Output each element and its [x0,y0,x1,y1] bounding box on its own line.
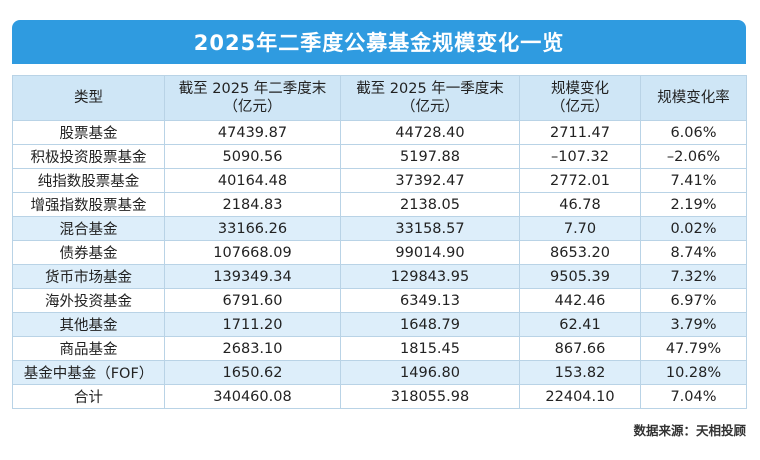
cell-change: 442.46 [519,288,641,313]
cell-q1: 44728.40 [340,120,520,145]
cell-change: 9505.39 [519,264,641,289]
cell-q1: 5197.88 [340,144,520,169]
cell-q2: 6791.60 [164,288,341,313]
data-source: 数据来源：天相投顾 [633,423,746,438]
table-row: 增强指数股票基金 2184.83 2138.05 46.78 2.19% [12,192,747,217]
cell-change: 7.70 [519,216,641,241]
table-row: 股票基金 47439.87 44728.40 2711.47 6.06% [12,120,747,145]
cell-type: 混合基金 [12,216,165,241]
cell-q1: 318055.98 [340,384,520,409]
cell-q1: 6349.13 [340,288,520,313]
cell-rate: 0.02% [640,216,747,241]
cell-type: 合计 [12,384,165,409]
header-change: 规模变化 （亿元） [519,75,641,121]
cell-q2: 5090.56 [164,144,341,169]
cell-rate: –2.06% [640,144,747,169]
cell-type: 基金中基金（FOF） [12,360,165,385]
header-type: 类型 [12,75,165,121]
cell-q1: 129843.95 [340,264,520,289]
cell-rate: 2.19% [640,192,747,217]
header-rate: 规模变化率 [640,75,747,121]
cell-type: 债券基金 [12,240,165,265]
cell-q2: 2184.83 [164,192,341,217]
cell-rate: 6.06% [640,120,747,145]
cell-change: 46.78 [519,192,641,217]
cell-q1: 2138.05 [340,192,520,217]
cell-q2: 139349.34 [164,264,341,289]
cell-change: 22404.10 [519,384,641,409]
cell-change: 867.66 [519,336,641,361]
cell-q1: 1648.79 [340,312,520,337]
cell-q2: 340460.08 [164,384,341,409]
cell-change: 62.41 [519,312,641,337]
cell-rate: 7.41% [640,168,747,193]
cell-q2: 107668.09 [164,240,341,265]
cell-change: 2772.01 [519,168,641,193]
cell-type: 股票基金 [12,120,165,145]
cell-rate: 7.32% [640,264,747,289]
header-q2: 截至 2025 年二季度末 （亿元） [164,75,341,121]
table-row: 海外投资基金 6791.60 6349.13 442.46 6.97% [12,288,747,313]
cell-q2: 40164.48 [164,168,341,193]
cell-rate: 10.28% [640,360,747,385]
cell-type: 商品基金 [12,336,165,361]
cell-change: –107.32 [519,144,641,169]
cell-type: 纯指数股票基金 [12,168,165,193]
cell-q2: 33166.26 [164,216,341,241]
header-row: 类型 截至 2025 年二季度末 （亿元） 截至 2025 年一季度末 （亿元）… [12,75,747,121]
cell-type: 其他基金 [12,312,165,337]
cell-q1: 33158.57 [340,216,520,241]
table-row: 积极投资股票基金 5090.56 5197.88 –107.32 –2.06% [12,144,747,169]
cell-q2: 47439.87 [164,120,341,145]
cell-q2: 2683.10 [164,336,341,361]
cell-rate: 8.74% [640,240,747,265]
cell-rate: 3.79% [640,312,747,337]
cell-q1: 1496.80 [340,360,520,385]
cell-q1: 99014.90 [340,240,520,265]
table-row: 债券基金 107668.09 99014.90 8653.20 8.74% [12,240,747,265]
cell-rate: 47.79% [640,336,747,361]
table-row: 混合基金 33166.26 33158.57 7.70 0.02% [12,216,747,241]
cell-rate: 7.04% [640,384,747,409]
fund-scale-table: 类型 截至 2025 年二季度末 （亿元） 截至 2025 年一季度末 （亿元）… [12,75,747,409]
table-row: 纯指数股票基金 40164.48 37392.47 2772.01 7.41% [12,168,747,193]
cell-q1: 37392.47 [340,168,520,193]
table-row: 基金中基金（FOF） 1650.62 1496.80 153.82 10.28% [12,360,747,385]
cell-type: 货币市场基金 [12,264,165,289]
table-title: 2025年二季度公募基金规模变化一览 [12,20,746,64]
cell-type: 增强指数股票基金 [12,192,165,217]
table-row: 货币市场基金 139349.34 129843.95 9505.39 7.32% [12,264,747,289]
cell-change: 8653.20 [519,240,641,265]
table-row: 合计 340460.08 318055.98 22404.10 7.04% [12,384,747,409]
cell-rate: 6.97% [640,288,747,313]
cell-q1: 1815.45 [340,336,520,361]
table-row: 其他基金 1711.20 1648.79 62.41 3.79% [12,312,747,337]
cell-q2: 1711.20 [164,312,341,337]
cell-type: 海外投资基金 [12,288,165,313]
cell-type: 积极投资股票基金 [12,144,165,169]
header-q1: 截至 2025 年一季度末 （亿元） [340,75,520,121]
cell-change: 153.82 [519,360,641,385]
cell-q2: 1650.62 [164,360,341,385]
table-row: 商品基金 2683.10 1815.45 867.66 47.79% [12,336,747,361]
cell-change: 2711.47 [519,120,641,145]
